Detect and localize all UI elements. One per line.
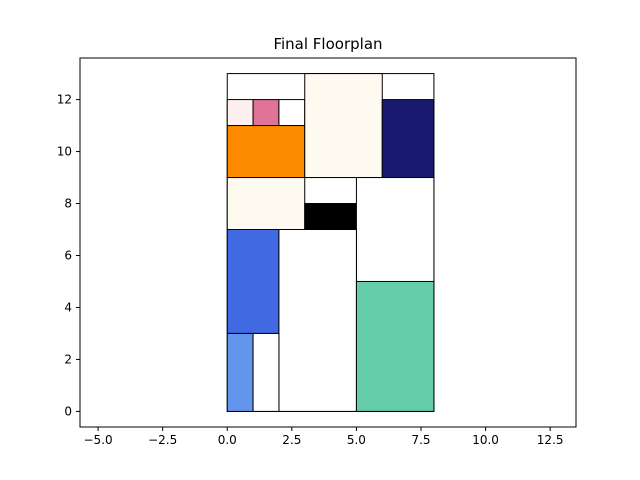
x-tick-label: 0.0 [218, 433, 237, 447]
room-rect [278, 229, 357, 412]
room-rect [304, 203, 357, 231]
y-tick-label: 10 [57, 145, 72, 159]
x-axis-ticks: −5.0 −2.5 0.0 2.5 5.0 7.5 10.0 12.5 [84, 427, 564, 447]
chart-title: Final Floorplan [273, 35, 382, 53]
x-tick-label: 12.5 [537, 433, 564, 447]
y-tick-label: 2 [64, 352, 72, 366]
room-rect [304, 73, 383, 179]
room-rect [355, 177, 435, 282]
room-rect [381, 99, 435, 179]
room-rect [252, 99, 280, 127]
x-tick-label: −2.5 [148, 433, 177, 447]
room-rect [252, 332, 280, 412]
axes-frame [79, 57, 577, 428]
room-rect [226, 332, 254, 412]
x-tick-label: −5.0 [84, 433, 113, 447]
y-tick-label: 0 [64, 404, 72, 418]
rooms-layer [226, 73, 435, 412]
y-tick-label: 8 [64, 197, 72, 211]
y-tick-label: 6 [64, 248, 72, 262]
x-tick-label: 7.5 [411, 433, 430, 447]
room-rect [355, 280, 435, 412]
room-rect [226, 229, 280, 334]
y-tick-label: 4 [64, 300, 72, 314]
y-tick-label: 12 [57, 93, 72, 107]
x-tick-label: 10.0 [472, 433, 499, 447]
room-rect [226, 125, 306, 179]
y-axis-ticks: 0 2 4 6 8 10 12 [57, 93, 80, 418]
room-rect [226, 177, 306, 231]
x-tick-label: 5.0 [347, 433, 366, 447]
room-rect [226, 99, 254, 127]
x-tick-label: 2.5 [282, 433, 301, 447]
room-rect [278, 99, 306, 127]
